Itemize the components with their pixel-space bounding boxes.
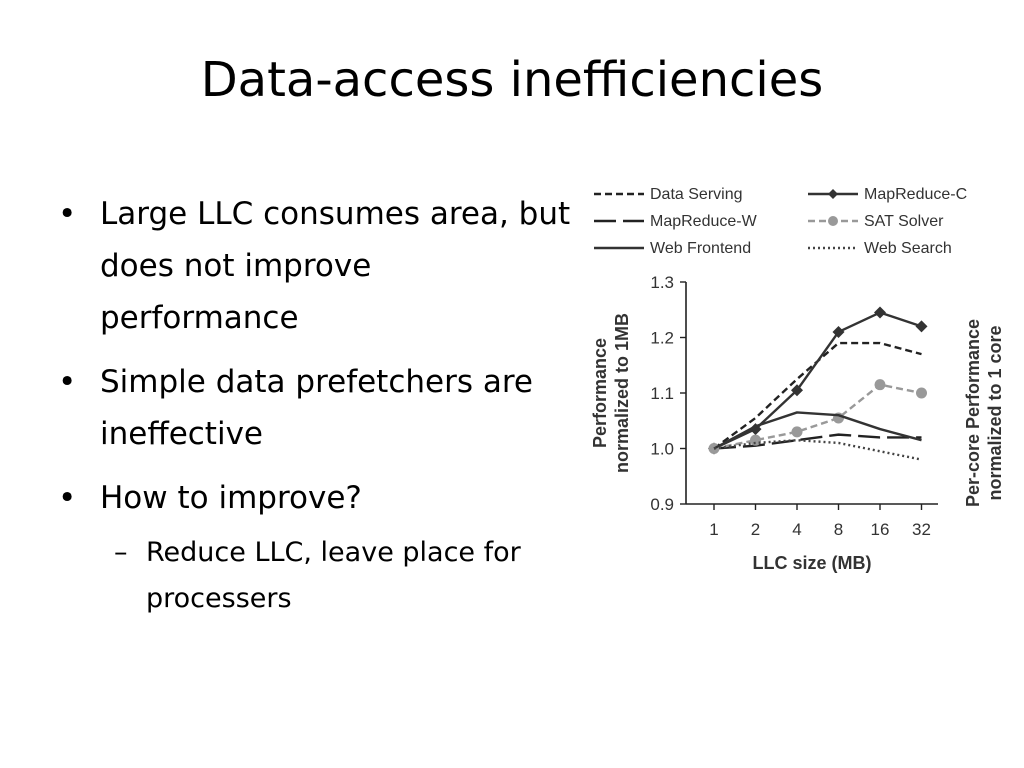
legend-label: Data Serving: [650, 186, 743, 203]
legend-label: MapReduce-C: [864, 186, 967, 203]
x-tick-label: 16: [871, 520, 890, 539]
sub-bullet-text: Reduce LLC, leave place for processers: [146, 537, 521, 614]
sub-bullet-item: – Reduce LLC, leave place for processers: [58, 530, 578, 622]
bullet-marker: •: [58, 364, 77, 400]
data-point: [791, 384, 803, 397]
slide-title: Data-access inefficiencies: [200, 52, 824, 108]
sub-bullet-marker: –: [114, 537, 128, 568]
bullet-text: How to improve?: [100, 480, 362, 516]
data-point: [750, 434, 761, 446]
llc-performance-chart: Data Serving MapReduce-C MapReduce-W SAT So…: [590, 186, 1005, 573]
legend-label: SAT Solver: [864, 213, 944, 230]
x-tick-label: 8: [834, 520, 843, 539]
legend-label: Web Search: [864, 240, 952, 257]
bullet-item: • Simple data prefetchers are ineffectiv…: [58, 356, 578, 460]
data-point: [832, 325, 845, 338]
chart-axes: 1.3 1.2 1.1 1.0 0.9 1 2 4 8 16 32: [650, 273, 938, 539]
bullet-marker: •: [58, 480, 77, 516]
y-tick-label: 1.1: [650, 384, 674, 403]
chart-container: Data Serving MapReduce-C MapReduce-W SAT So…: [586, 176, 1006, 596]
x-axis-label: LLC size (MB): [753, 553, 872, 573]
series-line: [713, 433, 922, 450]
bullet-text: Large LLC consumes area, but does not im…: [100, 196, 571, 336]
y-axis-label-line: Performance: [590, 338, 610, 448]
series-line: [713, 311, 922, 450]
legend-label: MapReduce-W: [650, 213, 758, 230]
y-tick-label: 1.2: [650, 329, 674, 348]
bullet-list: • Large LLC consumes area, but does not …: [58, 188, 578, 622]
series-line: [713, 438, 922, 461]
chart-legend: Data Serving MapReduce-C MapReduce-W SAT So…: [594, 186, 967, 257]
legend-marker: [828, 216, 838, 226]
bullet-text: Simple data prefetchers are ineffective: [100, 364, 533, 452]
y-axis-label-line: normalized to 1 core: [985, 325, 1005, 500]
x-tick-label: 2: [751, 520, 760, 539]
y-tick-label: 1.3: [650, 273, 674, 292]
legend-marker: [828, 189, 838, 199]
data-point: [791, 426, 803, 438]
legend-label: Web Frontend: [650, 240, 751, 257]
bullet-marker: •: [58, 196, 77, 232]
series-line: [713, 383, 922, 450]
y-axis-label-line: Per-core Performance: [963, 319, 983, 507]
data-point: [874, 306, 886, 319]
x-tick-label: 4: [792, 520, 801, 539]
chart-series: [708, 306, 928, 461]
data-point: [874, 379, 886, 391]
series-line: [713, 411, 922, 450]
y-tick-label: 1.0: [650, 440, 674, 459]
chart-labels: LLC size (MB) Performance normalized to 1M…: [590, 313, 1005, 573]
y-axis-label-line: normalized to 1MB: [612, 313, 632, 473]
y-tick-label: 0.9: [650, 495, 674, 514]
x-tick-label: 1: [709, 520, 718, 539]
data-point: [915, 320, 928, 333]
bullet-item: • How to improve?: [58, 472, 578, 524]
bullet-item: • Large LLC consumes area, but does not …: [58, 188, 578, 344]
y-axis-label-right: Per-core Performance normalized to 1 core: [963, 319, 1005, 507]
y-axis-label-left: Performance normalized to 1MB: [590, 313, 632, 473]
data-point: [916, 387, 927, 399]
x-tick-label: 32: [912, 520, 931, 539]
